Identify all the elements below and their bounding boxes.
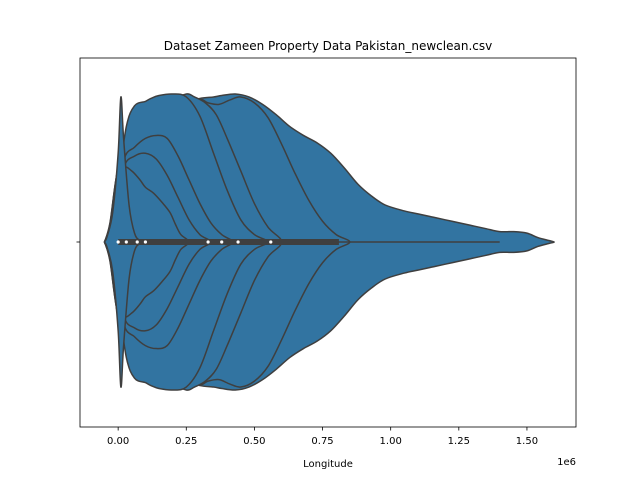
median-marker: [236, 240, 240, 244]
x-tick-label: 0.00: [107, 436, 129, 447]
x-offset-label: 1e6: [557, 457, 576, 468]
plot-frame: [79, 57, 577, 428]
x-tick-label: 1.25: [448, 436, 470, 447]
x-tick-label: 0.25: [175, 436, 197, 447]
iqr-box: [118, 239, 339, 245]
median-marker: [206, 240, 210, 244]
median-marker: [124, 240, 128, 244]
chart-title: Dataset Zameen Property Data Pakistan_ne…: [164, 39, 492, 53]
x-axis-label: Longitude: [303, 459, 353, 470]
median-marker: [269, 240, 273, 244]
x-tick-label: 1.00: [380, 436, 402, 447]
box-layer: [116, 239, 500, 245]
median-marker: [135, 240, 139, 244]
median-marker: [116, 240, 120, 244]
x-tick-label: 1.50: [516, 436, 538, 447]
x-tick-layer: 0.00 0.25 0.50 0.75 1.00 1.25 1.50: [107, 427, 538, 447]
x-tick-label: 0.50: [243, 436, 265, 447]
median-marker: [143, 240, 148, 244]
x-tick-label: 0.75: [311, 436, 333, 447]
median-marker: [220, 240, 224, 244]
